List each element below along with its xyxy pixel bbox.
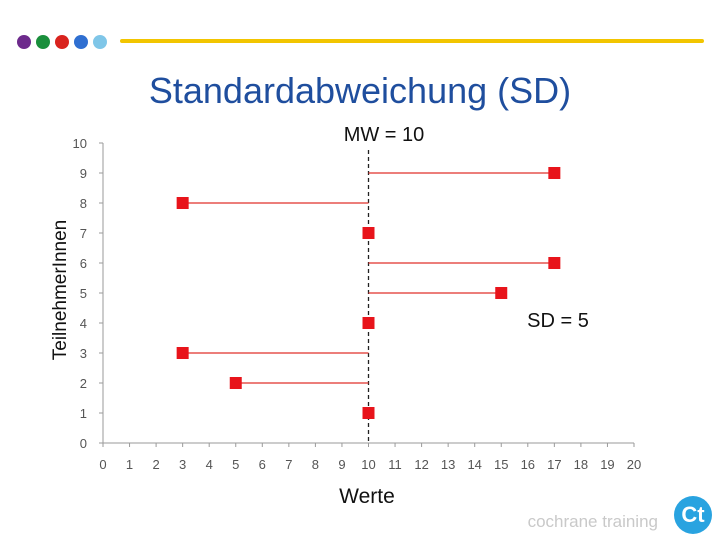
- y-tick-label: 6: [80, 256, 87, 271]
- dot-red: [55, 35, 69, 49]
- x-tick-label: 6: [259, 457, 266, 472]
- data-point: [495, 287, 508, 299]
- x-tick-label: 8: [312, 457, 319, 472]
- dot-purple: [17, 35, 31, 49]
- x-tick-label: 16: [521, 457, 535, 472]
- dot-green: [36, 35, 50, 49]
- data-point: [229, 377, 242, 389]
- cochrane-logo-icon: Ct: [674, 496, 712, 534]
- x-tick-label: 13: [441, 457, 455, 472]
- brand-text: cochrane training: [527, 512, 658, 531]
- y-tick-label: 4: [80, 316, 87, 331]
- x-tick-label: 2: [152, 457, 159, 472]
- mean-label: MW = 10: [344, 124, 425, 146]
- x-tick-label: 14: [467, 457, 481, 472]
- y-tick-label: 2: [80, 376, 87, 391]
- data-point: [362, 317, 375, 329]
- x-tick-label: 18: [574, 457, 588, 472]
- x-tick-label: 17: [547, 457, 561, 472]
- x-tick-label: 15: [494, 457, 508, 472]
- x-tick-label: 0: [99, 457, 106, 472]
- x-tick-label: 1: [126, 457, 133, 472]
- x-tick-label: 11: [388, 457, 402, 472]
- x-tick-label: 20: [627, 457, 641, 472]
- y-tick-label: 9: [80, 166, 87, 181]
- decorative-dots: [17, 35, 107, 49]
- y-axis-label: TeilnehmerInnen: [50, 220, 71, 360]
- x-tick-label: 12: [414, 457, 428, 472]
- data-point: [362, 227, 375, 239]
- x-tick-label: 7: [285, 457, 292, 472]
- y-tick-label: 10: [73, 136, 87, 151]
- y-tick-label: 5: [80, 286, 87, 301]
- y-tick-label: 8: [80, 196, 87, 211]
- data-point: [548, 257, 561, 269]
- y-tick-label: 7: [80, 226, 87, 241]
- dot-blue: [74, 35, 88, 49]
- sd-label: SD = 5: [527, 310, 589, 332]
- x-axis-label: Werte: [339, 485, 395, 508]
- dot-lightblue: [93, 35, 107, 49]
- y-tick-label: 0: [80, 436, 87, 451]
- slide-title: Standardabweichung (SD): [148, 70, 572, 111]
- data-point: [548, 167, 561, 179]
- y-tick-label: 3: [80, 346, 87, 361]
- x-tick-label: 10: [361, 457, 375, 472]
- data-point: [176, 197, 189, 209]
- x-tick-label: 4: [206, 457, 213, 472]
- data-point: [362, 407, 375, 419]
- x-tick-label: 19: [600, 457, 614, 472]
- data-point: [176, 347, 189, 359]
- x-tick-label: 3: [179, 457, 186, 472]
- x-tick-label: 9: [338, 457, 345, 472]
- y-tick-label: 1: [80, 406, 87, 421]
- x-tick-label: 5: [232, 457, 239, 472]
- header-line: [120, 39, 704, 43]
